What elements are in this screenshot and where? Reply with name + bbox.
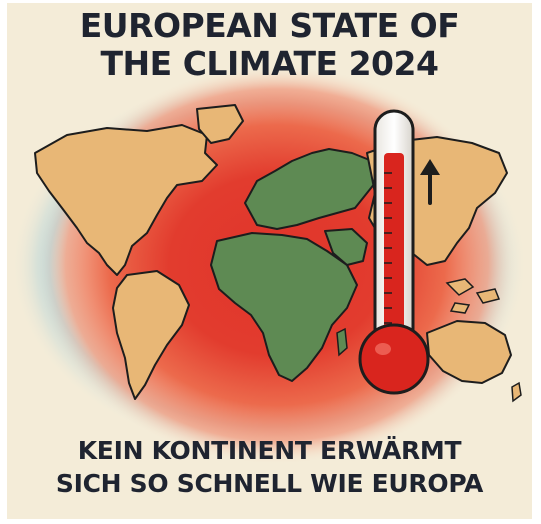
arabia <box>324 228 368 266</box>
title-line-1: EUROPEAN STATE OF <box>79 6 460 45</box>
subtitle-line-1: KEIN KONTINENT ERWÄRMT <box>77 436 462 465</box>
poster-title: EUROPEAN STATE OF THE CLIMATE 2024 <box>7 7 532 83</box>
climate-poster: EUROPEAN STATE OF THE CLIMATE 2024 KEIN … <box>7 3 532 519</box>
thermometer-icon <box>358 109 430 395</box>
new-zealand <box>511 381 522 403</box>
se-asia-islands <box>445 278 501 314</box>
australia <box>426 320 512 384</box>
south-america <box>112 270 190 400</box>
climate-illustration <box>11 65 527 465</box>
arrow-up-icon <box>420 159 440 205</box>
subtitle-line-2: SICH SO SCHNELL WIE EUROPA <box>55 469 484 498</box>
greenland <box>196 104 244 144</box>
poster-subtitle: KEIN KONTINENT ERWÄRMT SICH SO SCHNELL W… <box>7 434 532 500</box>
north-america <box>34 124 218 276</box>
africa <box>210 232 358 382</box>
title-line-2: THE CLIMATE 2024 <box>100 44 439 83</box>
madagascar <box>336 327 348 357</box>
